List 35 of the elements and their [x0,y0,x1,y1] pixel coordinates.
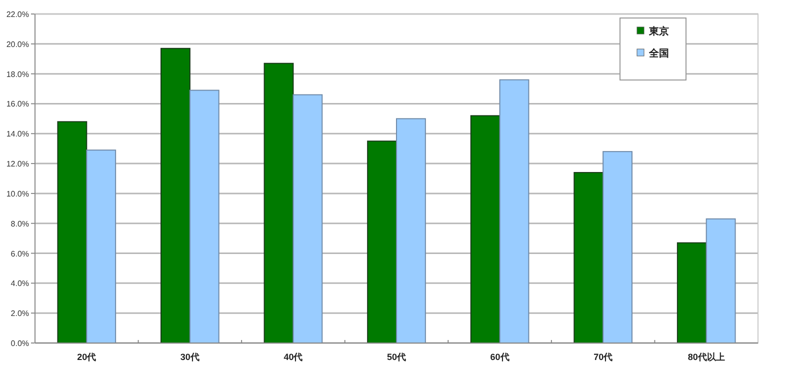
bar [676,242,707,344]
bar [160,48,190,344]
legend-label: 東京 [648,26,669,38]
x-tick-label: 80代以上 [688,352,725,362]
y-tick-label: 6.0% [10,249,29,258]
bar [86,150,116,344]
x-tick-label: 40代 [284,352,303,362]
bar [264,62,294,344]
y-tick-label: 12.0% [6,160,29,169]
bar [396,118,426,344]
bar [57,121,88,344]
y-tick-label: 0.0% [10,339,29,348]
y-tick-label: 8.0% [10,219,29,228]
bar [499,79,530,344]
bar [706,218,736,344]
legend-label: 全国 [648,48,669,60]
bar [574,172,604,344]
y-tick-label: 2.0% [10,309,29,318]
bar [367,140,397,344]
y-tick-label: 18.0% [6,70,29,79]
y-tick-label: 16.0% [6,100,29,109]
bar [602,151,632,344]
x-tick-label: 30代 [180,352,200,362]
bar [470,115,500,344]
y-tick-label: 14.0% [6,130,29,139]
x-tick-label: 50代 [386,352,406,362]
x-tick-label: 20代 [77,352,96,362]
y-tick-label: 10.0% [6,189,29,198]
x-tick-label: 60代 [490,352,510,362]
x-tick-label: 70代 [594,352,613,362]
y-tick-label: 20.0% [6,40,29,49]
y-tick-label: 4.0% [10,279,29,288]
y-tick-label: 22.0% [6,10,29,19]
bar [292,94,323,344]
bar [189,90,220,344]
